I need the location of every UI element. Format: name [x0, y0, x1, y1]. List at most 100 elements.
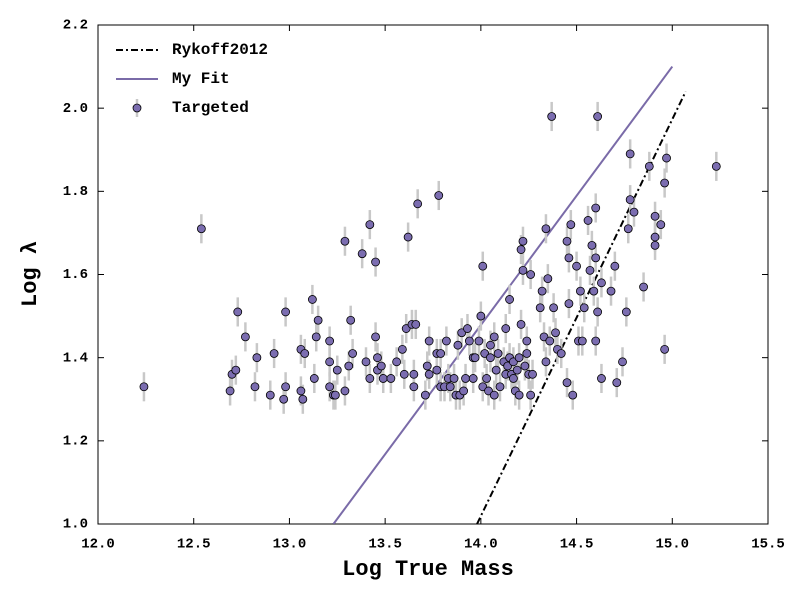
x-tick-label: 15.0 [655, 537, 689, 553]
data-point [650, 240, 660, 250]
data-point [474, 336, 484, 346]
data-point [591, 253, 601, 263]
data-point [330, 390, 340, 400]
data-point [711, 161, 721, 171]
data-point [576, 286, 585, 296]
data-point [340, 386, 350, 396]
x-tick-label: 13.5 [368, 537, 402, 553]
data-point [522, 336, 532, 346]
data-point [489, 332, 499, 342]
data-point [589, 286, 599, 296]
data-point [300, 349, 310, 358]
data-point [196, 224, 206, 234]
data-point [325, 357, 335, 367]
data-point [397, 344, 407, 354]
legend-label: My Fit [172, 70, 230, 88]
x-tick-label: 14.5 [560, 537, 594, 553]
data-point [139, 382, 149, 392]
data-point [332, 365, 342, 375]
legend-label: Targeted [172, 99, 249, 117]
data-point [348, 349, 358, 358]
data-point [449, 374, 459, 383]
data-point [545, 336, 555, 346]
legend-label: Rykoff2012 [172, 41, 268, 59]
y-tick-label: 2.0 [63, 101, 88, 117]
data-point [424, 369, 434, 379]
y-tick-label: 1.2 [63, 434, 88, 450]
data-point [231, 365, 241, 375]
data-point [482, 374, 492, 383]
data-point [365, 220, 375, 230]
data-point [486, 340, 495, 350]
data-point [514, 390, 524, 400]
data-point [606, 286, 616, 296]
data-point [240, 332, 250, 342]
data-point [281, 307, 291, 317]
y-tick-label: 1.0 [63, 517, 88, 533]
data-point [489, 390, 499, 400]
data-point [516, 245, 526, 254]
data-point [378, 374, 388, 383]
data-point [340, 236, 350, 246]
data-point [512, 365, 522, 375]
data-point [464, 336, 474, 346]
data-point [313, 315, 323, 325]
x-tick-label: 13.0 [273, 537, 307, 553]
data-point [281, 382, 291, 392]
data-point [572, 261, 581, 271]
data-point [518, 265, 528, 275]
data-point [344, 361, 354, 371]
data-point [491, 365, 501, 375]
data-point [325, 336, 335, 346]
data-point [549, 303, 558, 313]
data-point [493, 349, 503, 358]
y-tick-label: 1.6 [63, 267, 88, 283]
data-point [625, 149, 635, 159]
data-point [371, 332, 380, 342]
data-point [585, 265, 595, 275]
data-point [526, 270, 536, 279]
data-point [577, 336, 587, 346]
data-point [365, 374, 375, 383]
data-point [495, 382, 505, 392]
data-point [564, 253, 574, 263]
x-axis-label: Log True Mass [342, 557, 514, 582]
data-point [392, 357, 402, 367]
fit-line [332, 65, 674, 524]
data-point [422, 361, 432, 371]
data-point [371, 257, 380, 267]
data-point [309, 374, 319, 383]
data-point [587, 240, 597, 250]
data-point [459, 386, 469, 396]
data-point [541, 357, 551, 367]
data-point [453, 340, 463, 350]
data-point [564, 299, 574, 309]
data-point [597, 374, 606, 383]
data-point [269, 349, 279, 358]
data-point [476, 311, 486, 321]
data-point [296, 386, 306, 396]
data-point [562, 236, 572, 246]
data-point [520, 361, 530, 371]
data-point [225, 386, 235, 396]
data-point [413, 199, 423, 209]
data-point [298, 394, 308, 404]
data-point [265, 390, 275, 400]
data-point [528, 369, 537, 379]
data-point [644, 161, 654, 171]
data-point [399, 369, 409, 379]
data-point [386, 374, 396, 383]
data-point [445, 382, 455, 392]
plot-area [139, 65, 721, 524]
data-point [514, 353, 524, 363]
data-point [509, 374, 518, 383]
data-point [566, 220, 576, 230]
data-point [612, 378, 622, 388]
x-tick-label: 15.5 [751, 537, 785, 553]
data-point [591, 336, 601, 346]
data-point [593, 112, 603, 121]
data-point [541, 224, 551, 234]
data-point [623, 224, 633, 234]
data-point [279, 394, 289, 404]
